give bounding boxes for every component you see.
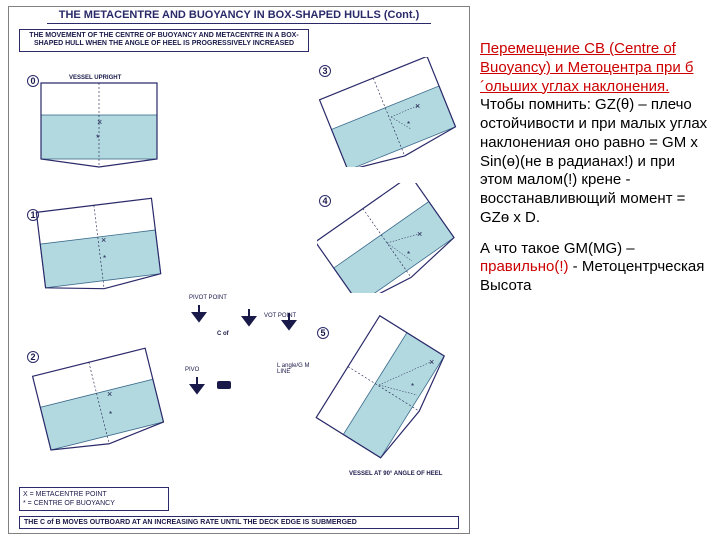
- subtitle-box: THE MOVEMENT OF THE CENTRE OF BUOYANCY A…: [19, 29, 309, 52]
- label-pivo: PIVO: [185, 367, 199, 373]
- svg-text:×: ×: [417, 229, 422, 239]
- svg-text:×: ×: [101, 235, 106, 245]
- panel-cap-5: VESSEL AT 90° ANGLE OF HEEL: [349, 471, 442, 477]
- legend-line-2: * = CENTRE OF BUOYANCY: [23, 499, 165, 508]
- hull-5: × *: [309, 315, 464, 465]
- svg-text:×: ×: [97, 117, 102, 127]
- legend-box: X = METACENTRE POINT * = CENTRE OF BUOYA…: [19, 487, 169, 511]
- svg-text:×: ×: [415, 101, 420, 111]
- svg-text:*: *: [103, 254, 106, 263]
- main-title: THE METACENTRE AND BUOYANCY IN BOX-SHAPE…: [9, 9, 469, 21]
- legend-line-1: X = METACENTRE POINT: [23, 490, 165, 499]
- label-line: L angle/G M LINE: [277, 363, 309, 375]
- marker-blob: [217, 381, 231, 389]
- arrow-icon: [189, 375, 205, 397]
- bottom-bar: THE C of B MOVES OUTBOARD AT AN INCREASI…: [19, 516, 459, 529]
- hull-4: × *: [317, 183, 457, 293]
- para1-highlight: Перемещение CB (Centre of Buoyancy) и Ме…: [480, 40, 694, 95]
- paragraph-1: Перемещение CB (Centre of Buoyancy) и Ме…: [480, 40, 710, 228]
- svg-text:×: ×: [429, 357, 434, 367]
- paragraph-2: А что такое GM(MG) – правильно(!) - Мето…: [480, 240, 710, 296]
- svg-text:×: ×: [107, 389, 112, 399]
- svg-text:*: *: [411, 382, 414, 391]
- arrow-icon: [241, 307, 257, 329]
- hull-0: × *: [29, 65, 169, 175]
- label-pivot: PIVOT POINT: [189, 295, 227, 301]
- hull-2: × *: [29, 333, 169, 463]
- label-cof: C of: [217, 331, 229, 337]
- hull-1: × *: [29, 187, 169, 297]
- para2-a: А что такое GM(MG) –: [480, 240, 635, 257]
- para1-body: Чтобы помнить: GZ(θ) – плечо остойчивост…: [480, 96, 707, 226]
- para2-b: правильно(!): [480, 258, 569, 275]
- arrow-icon: [191, 303, 207, 325]
- diagram-panel: THE METACENTRE AND BUOYANCY IN BOX-SHAPE…: [8, 6, 470, 534]
- arrow-icon: [281, 311, 297, 333]
- svg-text:*: *: [407, 120, 410, 129]
- hull-3: × *: [319, 57, 459, 167]
- svg-text:*: *: [109, 410, 112, 419]
- title-underline: [47, 23, 431, 24]
- text-panel: Перемещение CB (Centre of Buoyancy) и Ме…: [480, 40, 710, 308]
- svg-text:*: *: [96, 133, 100, 143]
